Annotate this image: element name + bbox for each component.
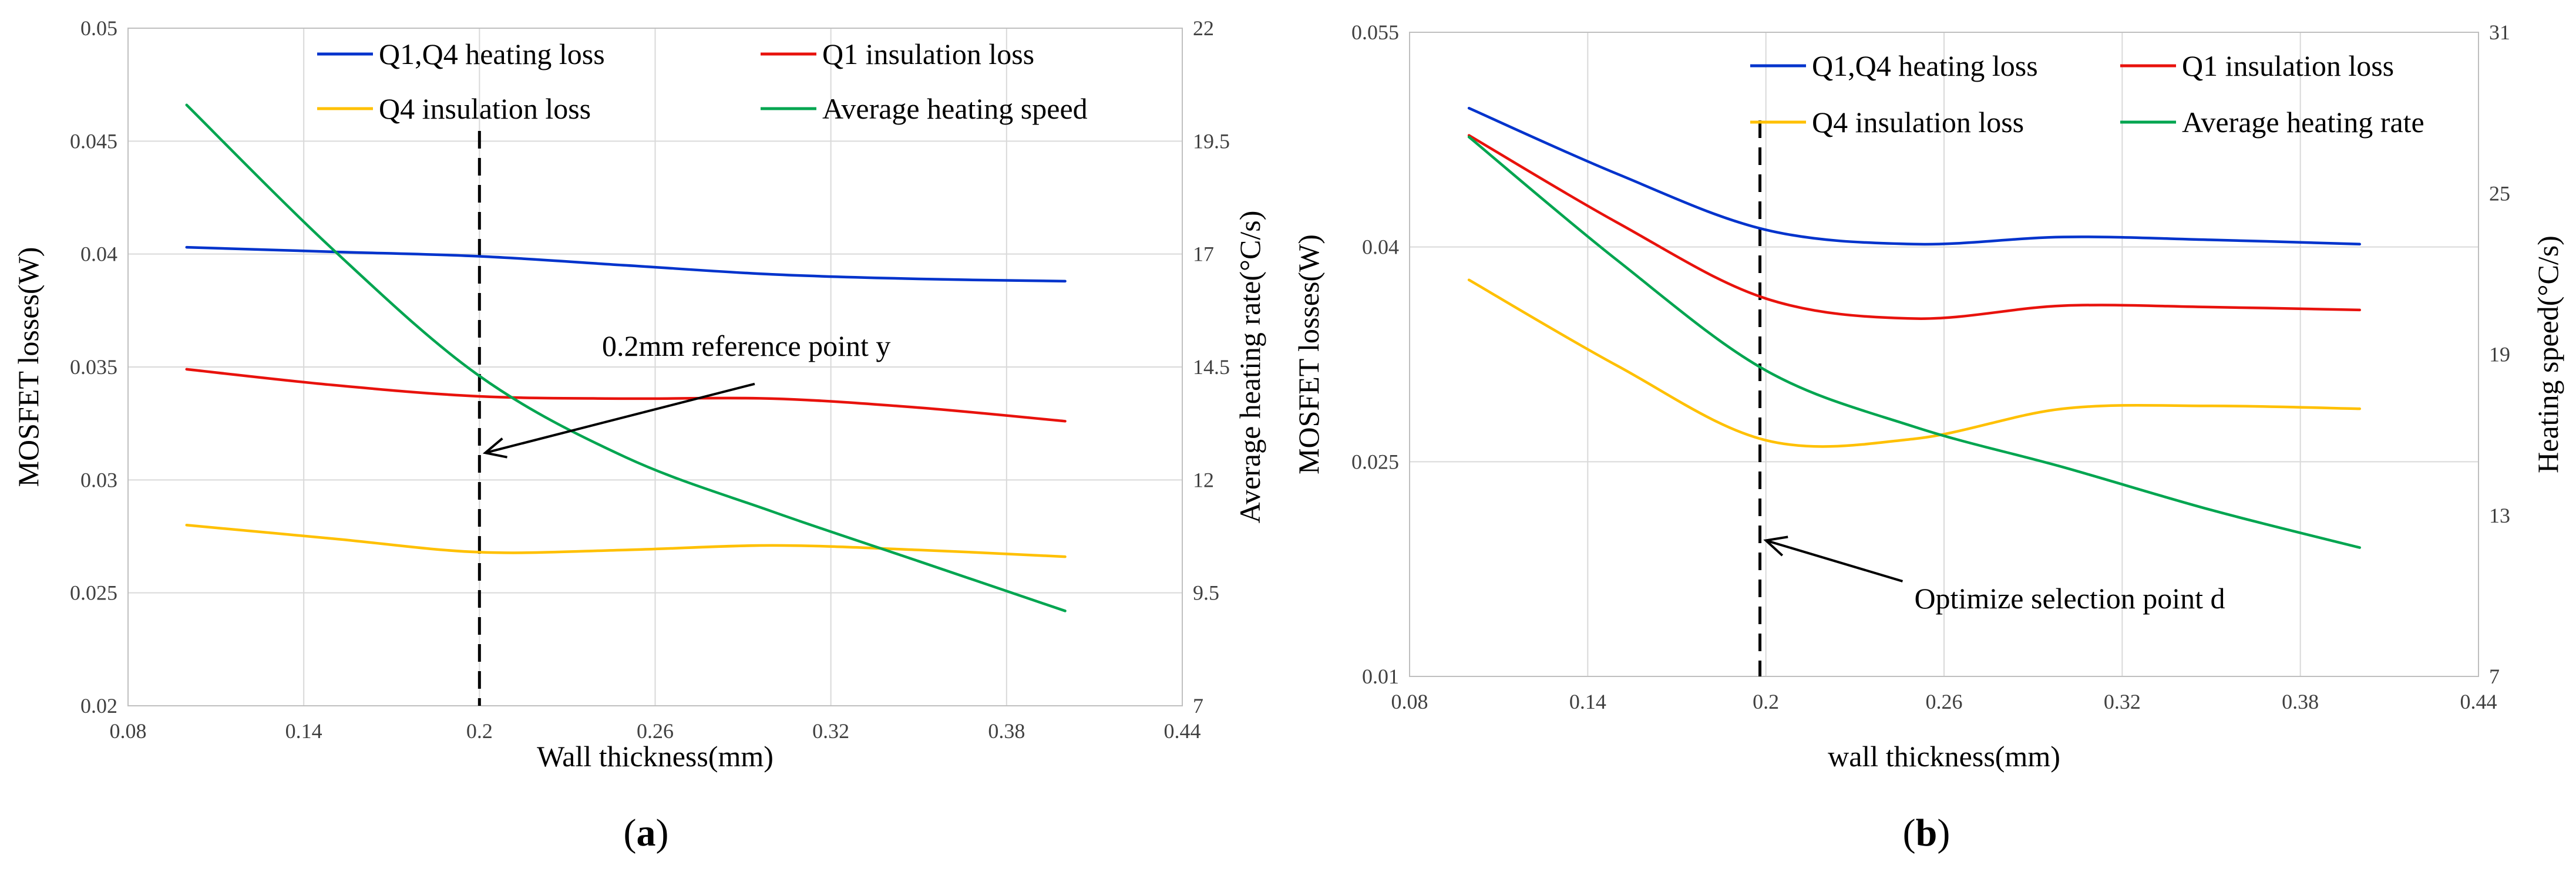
y2-tick-b-4: 31 xyxy=(2489,21,2510,44)
x-tick-b-1: 0.14 xyxy=(1569,690,1606,713)
y-tick-a-6: 0.05 xyxy=(80,16,117,40)
y2-tick-a-1: 9.5 xyxy=(1193,581,1219,605)
legend-b: Q1,Q4 heating loss Q1 insulation loss Q4 i… xyxy=(1750,49,2424,139)
y2-tick-a-4: 17 xyxy=(1193,243,1214,266)
legend-label-a-0: Q1,Q4 heating loss xyxy=(379,38,605,70)
x-tick-a-1: 0.14 xyxy=(285,719,322,743)
plot-frame-a xyxy=(127,28,1183,706)
series-line-a-2 xyxy=(185,524,1067,558)
x-tick-b-3: 0.26 xyxy=(1926,690,1963,713)
y2-tick-a-3: 14.5 xyxy=(1193,355,1230,379)
series-line-a-0 xyxy=(185,245,1067,283)
series-line-a-1 xyxy=(185,368,1067,423)
x-tick-a-3: 0.26 xyxy=(637,719,674,743)
y-axis-title-a: MOSFET losses(W) xyxy=(12,247,45,487)
y-tick-b-3: 0.055 xyxy=(1351,21,1399,44)
legend-label-a-1: Q1 insulation loss xyxy=(822,38,1034,70)
y-tick-b-1: 0.025 xyxy=(1351,450,1399,473)
y2-tick-b-2: 19 xyxy=(2489,343,2510,366)
legend-label-b-3: Average heating rate xyxy=(2182,106,2424,139)
y-tick-a-5: 0.045 xyxy=(70,129,117,153)
legend-a: Q1,Q4 heating loss Q1 insulation loss Q4 i… xyxy=(317,38,1088,125)
annotation-a: 0.2mm reference point y xyxy=(482,329,890,459)
caption-letter-a: a xyxy=(637,811,656,854)
y2-tick-a-2: 12 xyxy=(1193,468,1214,491)
grid-b xyxy=(1410,32,2479,676)
y-tick-a-2: 0.03 xyxy=(80,468,117,491)
x-tick-b-6: 0.44 xyxy=(2460,690,2497,713)
y-tick-b-2: 0.04 xyxy=(1362,235,1399,259)
x-axis-title-a: Wall thickness(mm) xyxy=(537,740,774,773)
legend-label-a-2: Q4 insulation loss xyxy=(379,92,591,125)
x-tick-b-5: 0.38 xyxy=(2282,690,2319,713)
legend-label-b-0: Q1,Q4 heating loss xyxy=(1812,49,2038,82)
annotation-arrowhead-b xyxy=(1763,536,1788,557)
grid-a xyxy=(128,28,1182,706)
series-line-b-0 xyxy=(1467,106,2362,246)
y-ticks-b: 0.01 0.025 0.04 0.055 xyxy=(1351,21,1399,688)
annotation-text-a: 0.2mm reference point y xyxy=(602,329,890,362)
caption-letter-b: b xyxy=(1916,811,1938,854)
x-axis-title-b: wall thickness(mm) xyxy=(1828,740,2060,773)
x-tick-b-4: 0.32 xyxy=(2104,690,2141,713)
y-tick-a-0: 0.02 xyxy=(80,694,117,718)
y-tick-b-0: 0.01 xyxy=(1362,665,1399,688)
annotation-text-b: Optimize selection point d xyxy=(1914,582,2225,615)
series-line-b-1 xyxy=(1467,134,2362,320)
series-line-b-2 xyxy=(1467,278,2362,448)
y2-ticks-a: 7 9.5 12 14.5 17 19.5 22 xyxy=(1193,16,1230,718)
y-tick-a-1: 0.025 xyxy=(70,581,117,605)
x-tick-b-0: 0.08 xyxy=(1391,690,1428,713)
caption-b: (b) xyxy=(1903,811,1951,854)
y2-ticks-b: 7 13 19 25 31 xyxy=(2489,21,2510,688)
y2-axis-title-a: Average heating rate(°C/s) xyxy=(1233,211,1266,524)
legend-label-b-1: Q1 insulation loss xyxy=(2182,49,2394,82)
x-tick-a-0: 0.08 xyxy=(110,719,147,743)
x-tick-a-2: 0.2 xyxy=(466,719,493,743)
series-line-a-3 xyxy=(185,103,1067,612)
y2-axis-title-b: Heating speed(°C/s) xyxy=(2531,235,2564,473)
y2-tick-a-0: 7 xyxy=(1193,694,1203,718)
x-tick-a-6: 0.44 xyxy=(1164,719,1201,743)
y2-tick-b-0: 7 xyxy=(2489,665,2500,688)
annotation-arrowhead-a xyxy=(482,437,507,459)
x-ticks-a: 0.08 0.14 0.2 0.26 0.32 0.38 0.44 xyxy=(110,719,1201,743)
series-line-b-3 xyxy=(1467,136,2362,549)
legend-label-b-2: Q4 insulation loss xyxy=(1812,106,2024,139)
panel-a: 0.08 0.14 0.2 0.26 0.32 0.38 0.44 0.020.0250.0… xyxy=(12,16,1266,854)
plot-frame-b xyxy=(1409,32,2479,677)
y2-tick-b-3: 25 xyxy=(2489,181,2510,205)
annotation-arrow-a xyxy=(485,382,755,454)
x-tick-b-2: 0.2 xyxy=(1753,690,1779,713)
y-tick-a-4: 0.04 xyxy=(80,243,117,266)
x-tick-a-5: 0.38 xyxy=(988,719,1025,743)
y2-tick-a-5: 19.5 xyxy=(1193,129,1230,153)
y-tick-a-3: 0.035 xyxy=(70,355,117,379)
x-ticks-b: 0.08 0.14 0.2 0.26 0.32 0.38 0.44 xyxy=(1391,690,2497,713)
y-ticks-a: 0.02 0.025 0.03 0.035 0.04 0.045 0.05 xyxy=(70,16,117,718)
y2-tick-a-6: 22 xyxy=(1193,16,1214,40)
series-b xyxy=(1467,106,2362,549)
caption-a: (a) xyxy=(624,811,669,854)
annotation-b: Optimize selection point d xyxy=(1763,536,2225,615)
panel-b: 0.08 0.14 0.2 0.26 0.32 0.38 0.44 0.010.0250.0… xyxy=(1292,21,2564,854)
x-tick-a-4: 0.32 xyxy=(812,719,849,743)
series-a xyxy=(185,103,1067,612)
legend-label-a-3: Average heating speed xyxy=(822,92,1088,125)
annotation-arrow-b xyxy=(1765,539,1904,582)
y-axis-title-b: MOSFET losses(W) xyxy=(1292,234,1325,474)
y2-tick-b-1: 13 xyxy=(2489,504,2510,527)
